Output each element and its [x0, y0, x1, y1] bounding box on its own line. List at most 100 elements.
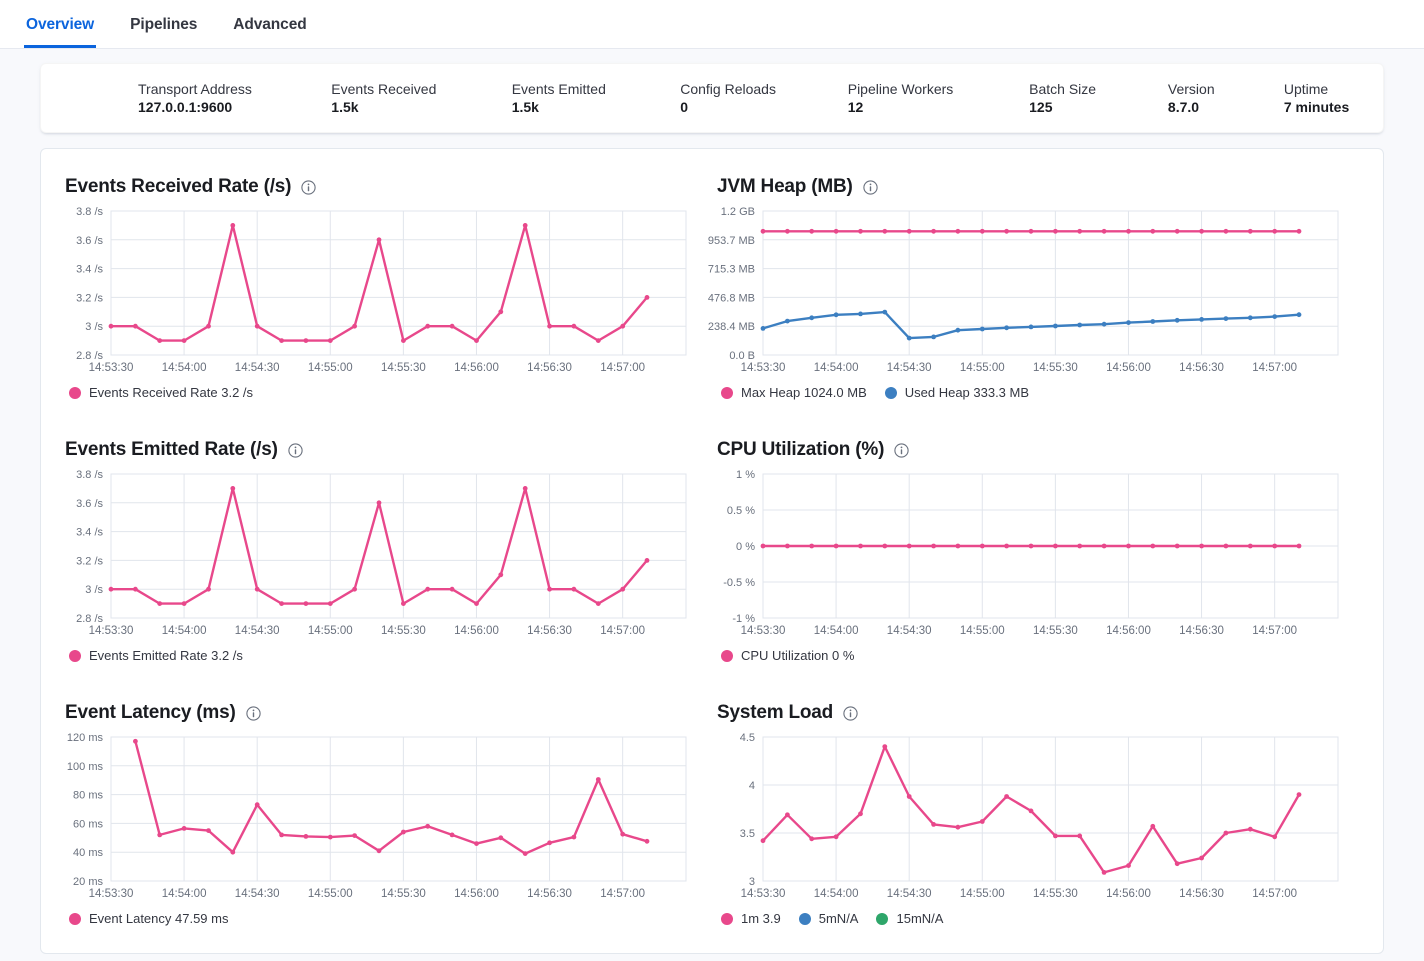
x-tick-label: 14:57:00: [600, 362, 645, 374]
y-tick-label: 715.3 MB: [708, 264, 755, 276]
chart-panel-system-load: System Load 3 3.5 4 4.5 14:53:30 14:54:00 14:54…: [717, 699, 1339, 926]
stat-transport-address: Transport Address 127.0.0.1:9600: [138, 81, 331, 115]
chart-canvas-event-latency[interactable]: 20 ms 40 ms 60 ms 80 ms 100 ms 120 ms 14:53:30…: [65, 731, 687, 903]
chart-header: CPU Utilization (%): [717, 436, 1338, 464]
legend-label: Used Heap 333.3 MB: [904, 385, 1030, 400]
chart-title-event-latency: Event Latency (ms): [65, 702, 236, 723]
x-tick-label: 14:57:00: [1252, 362, 1297, 374]
x-tick-label: 14:55:00: [960, 625, 1005, 637]
chart-title-system-load: System Load: [717, 702, 834, 723]
legend-item[interactable]: 5mN/A: [798, 911, 859, 926]
x-tick-label: 14:56:00: [454, 625, 499, 637]
stat-version: Version 8.7.0: [1168, 81, 1284, 115]
x-tick-label: 14:54:00: [814, 888, 859, 900]
stat-batch-size: Batch Size 125: [1029, 81, 1168, 115]
tab-overview[interactable]: Overview: [24, 2, 97, 48]
tab-advanced[interactable]: Advanced: [233, 16, 307, 33]
stat-events-received: Events Received 1.5k: [331, 81, 511, 115]
tab-bar: Overview Pipelines Advanced: [0, 0, 1424, 49]
info-icon[interactable]: [288, 442, 303, 458]
legend-item[interactable]: CPU Utilization 0 %: [721, 648, 854, 663]
chart-canvas-jvm-heap[interactable]: 0.0 B 238.4 MB 476.8 MB 715.3 MB 953.7 MB 1.2…: [708, 205, 1339, 377]
info-icon[interactable]: [863, 179, 878, 195]
chart-panel-cpu-utilization: CPU Utilization (%) -1 % -0.5 % 0 % 0.5 % 1 %…: [717, 436, 1339, 663]
info-icon[interactable]: [843, 705, 858, 721]
y-tick-label: 1.2 GB: [721, 206, 755, 218]
chart-title-cpu-utilization: CPU Utilization (%): [717, 439, 885, 460]
info-icon[interactable]: [894, 442, 909, 458]
legend-label: 15mN/A: [896, 911, 944, 926]
x-tick-label: 14:53:30: [89, 362, 134, 374]
chart-title-jvm-heap: JVM Heap (MB): [717, 176, 853, 197]
y-tick-label: 120 ms: [67, 732, 104, 744]
chart-legend: Event Latency 47.59 ms: [65, 911, 686, 926]
x-tick-label: 14:56:00: [454, 888, 499, 900]
x-tick-label: 14:54:30: [887, 625, 932, 637]
y-tick-label: 3.8 /s: [76, 469, 103, 481]
legend-item[interactable]: Event Latency 47.59 ms: [69, 911, 228, 926]
chart-canvas-cpu-utilization[interactable]: -1 % -0.5 % 0 % 0.5 % 1 % 14:53:30 14:54:00 14:…: [717, 468, 1339, 640]
x-tick-label: 14:55:00: [960, 362, 1005, 374]
chart-panel-events-received-rate: Events Received Rate (/s) 2.8 /s 3 /s 3.2 /…: [65, 173, 687, 400]
info-icon[interactable]: [245, 705, 261, 721]
x-tick-label: 14:53:30: [741, 362, 786, 374]
legend-item[interactable]: Used Heap 333.3 MB: [884, 385, 1030, 400]
x-tick-label: 14:55:00: [308, 888, 353, 900]
stat-label: Config Reloads: [680, 81, 776, 97]
x-tick-label: 14:54:00: [162, 888, 207, 900]
y-tick-label: 3.5: [740, 828, 755, 840]
x-tick-label: 14:56:30: [527, 362, 572, 374]
legend-item[interactable]: Max Heap 1024.0 MB: [721, 385, 867, 400]
series-line-event-latency: [134, 740, 649, 855]
legend-item[interactable]: Events Received Rate 3.2 /s: [69, 385, 253, 400]
legend-dot-icon: [69, 912, 81, 925]
x-tick-label: 14:55:30: [1033, 625, 1078, 637]
x-tick-label: 14:56:30: [527, 888, 572, 900]
stat-label: Pipeline Workers: [847, 81, 954, 97]
x-tick-label: 14:55:00: [308, 362, 353, 374]
stat-value: 1.5k: [331, 99, 359, 115]
chart-header: JVM Heap (MB): [717, 173, 1338, 201]
legend-item[interactable]: 1m 3.9: [721, 911, 781, 926]
y-tick-label: 3.4 /s: [76, 527, 103, 539]
y-tick-label: -1 %: [732, 613, 755, 625]
chart-header: System Load: [717, 699, 1338, 727]
chart-legend: Max Heap 1024.0 MB Used Heap 333.3 MB: [717, 385, 1338, 400]
x-tick-label: 14:54:00: [162, 362, 207, 374]
x-tick-label: 14:55:30: [381, 625, 426, 637]
x-tick-label: 14:55:30: [1033, 888, 1078, 900]
y-tick-label: 3.6 /s: [76, 498, 103, 510]
y-tick-label: 20 ms: [73, 876, 103, 888]
legend-label: 5mN/A: [818, 911, 859, 926]
y-tick-label: 0.0 B: [729, 350, 755, 362]
stat-value: 12: [847, 99, 864, 115]
legend-dot-icon: [721, 912, 733, 925]
x-tick-label: 14:53:30: [89, 888, 134, 900]
stat-pipeline-workers: Pipeline Workers 12: [848, 81, 1029, 115]
chart-canvas-system-load[interactable]: 3 3.5 4 4.5 14:53:30 14:54:00 14:54:30 14:55:00…: [717, 731, 1339, 903]
y-tick-label: 0.5 %: [727, 505, 755, 517]
x-tick-label: 14:55:00: [960, 888, 1005, 900]
stat-label: Version: [1167, 81, 1215, 97]
legend-label: Max Heap 1024.0 MB: [741, 385, 867, 400]
stat-value: 0: [680, 99, 689, 115]
x-tick-label: 14:53:30: [89, 625, 134, 637]
chart-canvas-events-emitted-rate[interactable]: 2.8 /s 3 /s 3.2 /s 3.4 /s 3.6 /s 3.8 /s 14:53:…: [65, 468, 687, 640]
legend-item[interactable]: Events Emitted Rate 3.2 /s: [69, 648, 243, 663]
x-tick-label: 14:54:00: [814, 625, 859, 637]
y-tick-label: 3.2 /s: [76, 292, 103, 304]
legend-item[interactable]: 15mN/A: [876, 911, 943, 926]
y-tick-label: 2.8 /s: [76, 350, 103, 362]
y-tick-label: 1 %: [736, 469, 755, 481]
x-tick-label: 14:56:30: [1179, 888, 1224, 900]
stat-uptime: Uptime 7 minutes: [1284, 81, 1383, 115]
series-line-events-emitted-rate: [109, 487, 649, 605]
tab-pipelines[interactable]: Pipelines: [130, 16, 198, 33]
x-tick-label: 14:55:30: [1033, 362, 1078, 374]
info-icon[interactable]: [301, 179, 316, 195]
y-tick-label: 476.8 MB: [708, 292, 755, 304]
y-tick-label: 2.8 /s: [76, 613, 103, 625]
legend-dot-icon: [876, 912, 889, 925]
y-tick-label: 80 ms: [73, 790, 103, 802]
chart-canvas-events-received-rate[interactable]: 2.8 /s 3 /s 3.2 /s 3.4 /s 3.6 /s 3.8 /s 14:53:…: [65, 205, 687, 377]
